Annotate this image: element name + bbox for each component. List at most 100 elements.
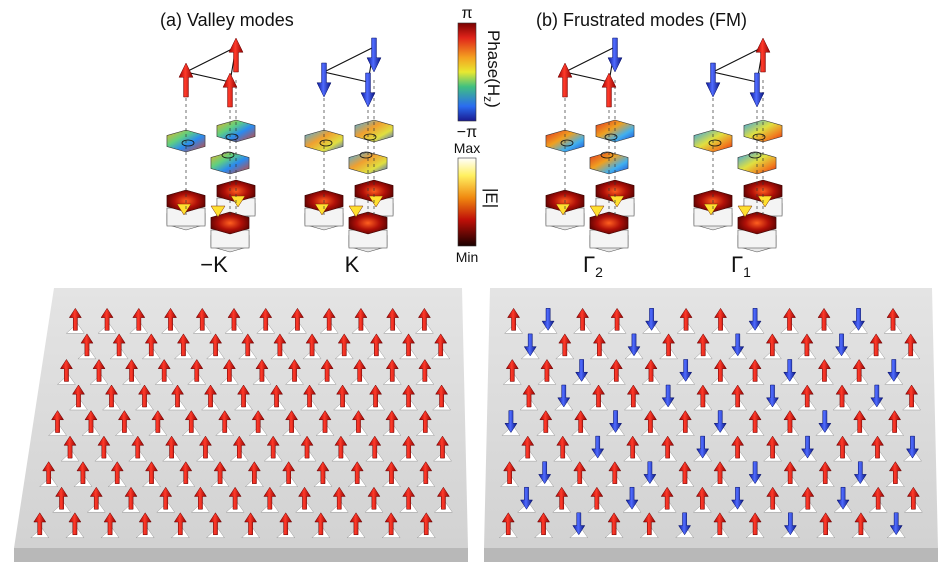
lattice-spin-down	[748, 461, 762, 485]
lattice-spin-down	[625, 486, 639, 510]
lattice-spin-up	[218, 410, 232, 433]
lattice-spin-up	[436, 486, 450, 510]
lattice-spin-up	[51, 410, 65, 433]
spin-up-arrow	[557, 62, 573, 98]
lattice-spin-up	[165, 435, 179, 459]
unit-cells	[166, 37, 783, 253]
lattice-spin-up	[643, 410, 657, 433]
lattice-spin-up	[92, 358, 106, 382]
lattice-spin-up	[171, 384, 184, 408]
spin-up-arrow	[601, 72, 617, 108]
lattice-spin-up	[164, 307, 177, 331]
lattice-spin-up	[279, 512, 293, 536]
lattice-spin-down	[591, 435, 605, 459]
lattice-spin-up	[369, 333, 383, 357]
lattice-spin-up	[558, 333, 572, 357]
field-colorbar	[457, 157, 477, 247]
label-minus-k: −K	[200, 252, 228, 277]
lattice-spin-up	[852, 358, 866, 382]
phase-colorbar	[457, 22, 477, 122]
lattice-spin-up	[385, 358, 399, 382]
lattice-spin-up	[270, 384, 284, 408]
lattice-spin-up	[298, 486, 312, 510]
lattice-spin-up	[801, 486, 815, 510]
lattice-spin-up	[573, 461, 587, 484]
lattice-spin-up	[748, 358, 762, 382]
lattice-spin-down	[870, 384, 884, 408]
lattice-spin-down	[887, 359, 901, 382]
lattice-spin-up	[610, 307, 624, 331]
spin-up-arrow	[222, 72, 238, 108]
lattice-spin-up	[800, 333, 814, 357]
lattice-spin-up	[713, 461, 727, 484]
lattice-spin-up	[72, 384, 85, 408]
lattice-spin-up	[176, 333, 190, 357]
lattice-spin-up	[592, 333, 606, 357]
lattice-spin-up	[349, 512, 363, 536]
lattice-spin-up	[184, 410, 198, 433]
lattice-spin-up	[353, 358, 367, 382]
lattice-spin-up	[42, 461, 56, 484]
lattice-spin-up	[112, 333, 126, 357]
lattice-spin-up	[199, 435, 212, 459]
spin-down-arrow	[607, 37, 623, 73]
lattice-spin-up	[89, 486, 103, 510]
panel-a-title: (a) Valley modes	[160, 10, 294, 30]
lattice-spin-up	[714, 307, 728, 331]
lattice-spin-up	[244, 512, 258, 536]
lattice-spin-up	[905, 384, 919, 408]
spin-down-arrow	[749, 72, 765, 108]
lattice-spin-up	[68, 307, 82, 331]
lattice-spin-down	[889, 512, 903, 536]
label-k: K	[345, 252, 360, 277]
lattice-spin-up	[871, 435, 884, 459]
lattice-slabs	[14, 288, 938, 562]
lattice-spin-up	[145, 461, 158, 484]
lattice-spin-up	[419, 461, 433, 484]
lattice-spin-up	[305, 333, 319, 357]
lattice-spin-up	[227, 307, 241, 331]
lattice-spin-up	[285, 410, 299, 433]
lattice-spin-down	[541, 308, 555, 331]
lattice-spin-down	[645, 308, 659, 331]
lattice-spin-up	[731, 435, 745, 459]
lattice-spin-up	[368, 435, 382, 459]
lattice-spin-up	[159, 486, 173, 510]
lattice-spin-up	[334, 435, 348, 459]
lattice-spin-up	[661, 435, 675, 459]
lattice-spin-up	[76, 461, 90, 484]
lattice-spin-up	[103, 512, 117, 536]
lattice-spin-up	[590, 486, 604, 510]
lattice-spin-up	[817, 307, 831, 331]
lattice-spin-up	[644, 358, 658, 382]
lattice-spin-down	[679, 359, 693, 382]
lattice-spin-down	[627, 333, 641, 357]
lattice-spin-up	[255, 358, 269, 382]
lattice-spin-up	[853, 410, 867, 433]
lattice-spin-up	[869, 333, 883, 357]
lattice-spin-down	[557, 384, 571, 408]
spin-down-arrow	[360, 72, 376, 108]
lattice-spin-up	[817, 358, 831, 382]
lattice-spin-up	[574, 410, 588, 433]
lattice-spin-down	[504, 410, 518, 434]
lattice-spin-down	[696, 435, 710, 459]
lattice-spin-up	[555, 486, 569, 510]
lattice-spin-up	[144, 333, 158, 357]
unit-cell	[693, 37, 783, 253]
lattice-spin-up	[836, 435, 849, 459]
lattice-spin-up	[783, 410, 797, 433]
field-colorbar-title: |E|	[482, 188, 501, 208]
lattice-spin-down	[523, 333, 537, 357]
lattice-spin-up	[336, 384, 350, 408]
lattice-spin-up	[678, 461, 692, 484]
lattice-spin-up	[503, 461, 517, 484]
lattice-spin-up	[59, 358, 73, 382]
lattice-spin-up	[33, 512, 47, 536]
lattice-spin-down	[906, 435, 919, 459]
lattice-spin-down	[835, 333, 848, 357]
lattice-spin-up	[80, 333, 94, 357]
lattice-spin-down	[783, 359, 797, 382]
